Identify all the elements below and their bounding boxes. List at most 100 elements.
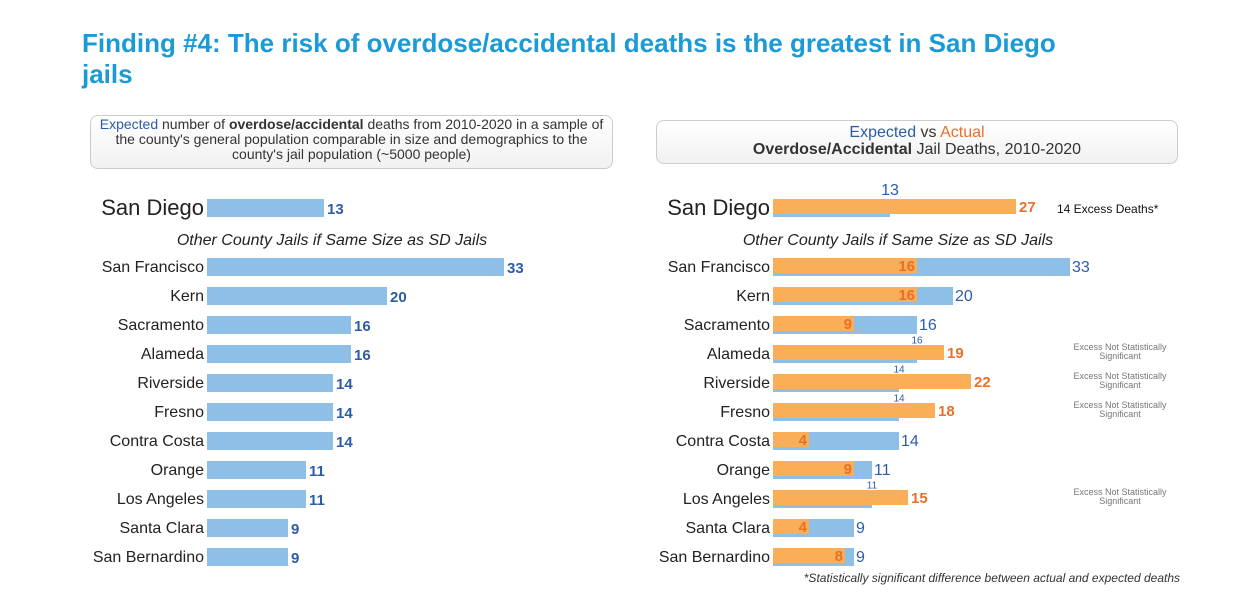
category-label: Orange	[151, 462, 204, 479]
annotation: 14 Excess Deaths*	[1057, 202, 1159, 216]
category-label: Los Angeles	[683, 491, 770, 508]
value-label: 4	[799, 432, 808, 449]
footnote: *Statistically significant difference be…	[804, 571, 1180, 585]
category-label: Riverside	[703, 375, 770, 392]
value-label: 16	[898, 287, 915, 304]
caption-part: Expected	[99, 116, 159, 132]
title-line: Overdose/Accidental Jail Deaths, 2010-20…	[657, 141, 1177, 158]
caption-part: overdose/accidental	[228, 116, 364, 132]
title-part: Overdose/Accidental	[752, 141, 913, 158]
value-label: 33	[1072, 259, 1090, 276]
bar-actual	[773, 258, 917, 273]
slide-title: Finding #4: The risk of overdose/acciden…	[82, 28, 1056, 89]
value-label: 16	[898, 258, 915, 275]
category-label: Contra Costa	[110, 433, 204, 450]
bar	[207, 548, 288, 566]
bar-actual	[773, 519, 809, 534]
annotation: Excess Not Statistically Significant	[1073, 343, 1167, 361]
category-label: Los Angeles	[117, 491, 204, 508]
group-label: Other County Jails if Same Size as SD Ja…	[743, 232, 1053, 249]
bar-actual	[773, 199, 1016, 214]
category-label: Contra Costa	[676, 433, 770, 450]
annotation-box: Excess Not Statistically Significant	[1073, 488, 1167, 506]
value-label: 11	[867, 481, 878, 492]
category-label: San Bernardino	[659, 549, 770, 566]
category-label: Santa Clara	[120, 520, 205, 537]
value-label: 15	[911, 490, 928, 507]
value-label: 9	[844, 316, 852, 333]
group-label: Other County Jails if Same Size as SD Ja…	[177, 232, 487, 249]
bar-actual	[773, 287, 917, 302]
value-label: 8	[835, 548, 843, 565]
category-label: Alameda	[707, 346, 770, 363]
bar-actual	[773, 432, 809, 447]
value-label: 11	[874, 462, 891, 479]
value-label: 9	[856, 520, 865, 537]
bar	[207, 461, 306, 479]
value-label: 16	[911, 336, 923, 347]
value-label: 14	[901, 433, 919, 450]
title-part: Expected	[849, 124, 917, 141]
bar	[207, 345, 351, 363]
bar-actual	[773, 490, 908, 505]
bar	[207, 519, 288, 537]
value-label: 11	[309, 492, 325, 509]
caption-part: deaths from 2010-2020 in a sample of the…	[115, 116, 604, 162]
chart-title: Expected vs Actual Overdose/Accidental J…	[656, 120, 1178, 164]
bar-actual	[773, 403, 935, 418]
annotation: Excess Not Statistically Significant	[1073, 401, 1167, 419]
title-line: Expected vs Actual	[657, 124, 1177, 141]
bar	[207, 403, 333, 421]
annotation-box: Excess Not Statistically Significant	[1073, 372, 1167, 390]
value-label: 16	[354, 347, 371, 364]
value-label: 20	[390, 289, 407, 306]
bar	[207, 490, 306, 508]
value-label: 4	[799, 519, 808, 536]
bar	[207, 432, 333, 450]
category-label: Sacramento	[118, 317, 204, 334]
annotation: Excess Not Statistically Significant	[1073, 488, 1167, 506]
bar	[207, 199, 324, 217]
category-label: Fresno	[154, 404, 204, 421]
value-label: 14	[893, 365, 905, 376]
annotation-box: Excess Not Statistically Significant	[1073, 401, 1167, 419]
bar	[207, 316, 351, 334]
value-label: 27	[1019, 199, 1036, 216]
category-label: San Diego	[101, 195, 204, 220]
category-label: Kern	[170, 288, 204, 305]
value-label: 9	[844, 461, 852, 478]
category-label: San Bernardino	[93, 549, 204, 566]
category-label: Santa Clara	[686, 520, 771, 537]
value-label: 14	[336, 434, 353, 451]
bar-actual	[773, 316, 854, 331]
value-label: 14	[893, 394, 905, 405]
value-label: 22	[974, 374, 991, 391]
title-part: Actual	[940, 124, 985, 141]
value-label: 20	[955, 288, 973, 305]
value-label: 18	[938, 403, 955, 420]
caption-part: number of	[158, 116, 229, 132]
category-label: Kern	[736, 288, 770, 305]
bar-actual	[773, 461, 854, 476]
value-label: 9	[291, 521, 299, 538]
bar-actual	[773, 548, 845, 563]
chart-caption: Expected number of overdose/accidental d…	[90, 115, 613, 169]
title-part: Jail Deaths, 2010-2020	[912, 141, 1082, 158]
value-label: 16	[354, 318, 371, 335]
value-label: 14	[336, 376, 353, 393]
value-label: 13	[327, 201, 344, 218]
title-part: vs	[916, 124, 941, 141]
category-label: Sacramento	[684, 317, 770, 334]
bar-actual	[773, 345, 944, 360]
category-label: Alameda	[141, 346, 204, 363]
bar	[207, 258, 504, 276]
value-label: 33	[507, 260, 524, 277]
bar-actual	[773, 374, 971, 389]
bar	[207, 287, 387, 305]
value-label: 16	[919, 317, 937, 334]
annotation: Excess Not Statistically Significant	[1073, 372, 1167, 390]
value-label: 13	[881, 182, 899, 199]
value-label: 9	[856, 549, 865, 566]
value-label: 11	[309, 463, 325, 480]
